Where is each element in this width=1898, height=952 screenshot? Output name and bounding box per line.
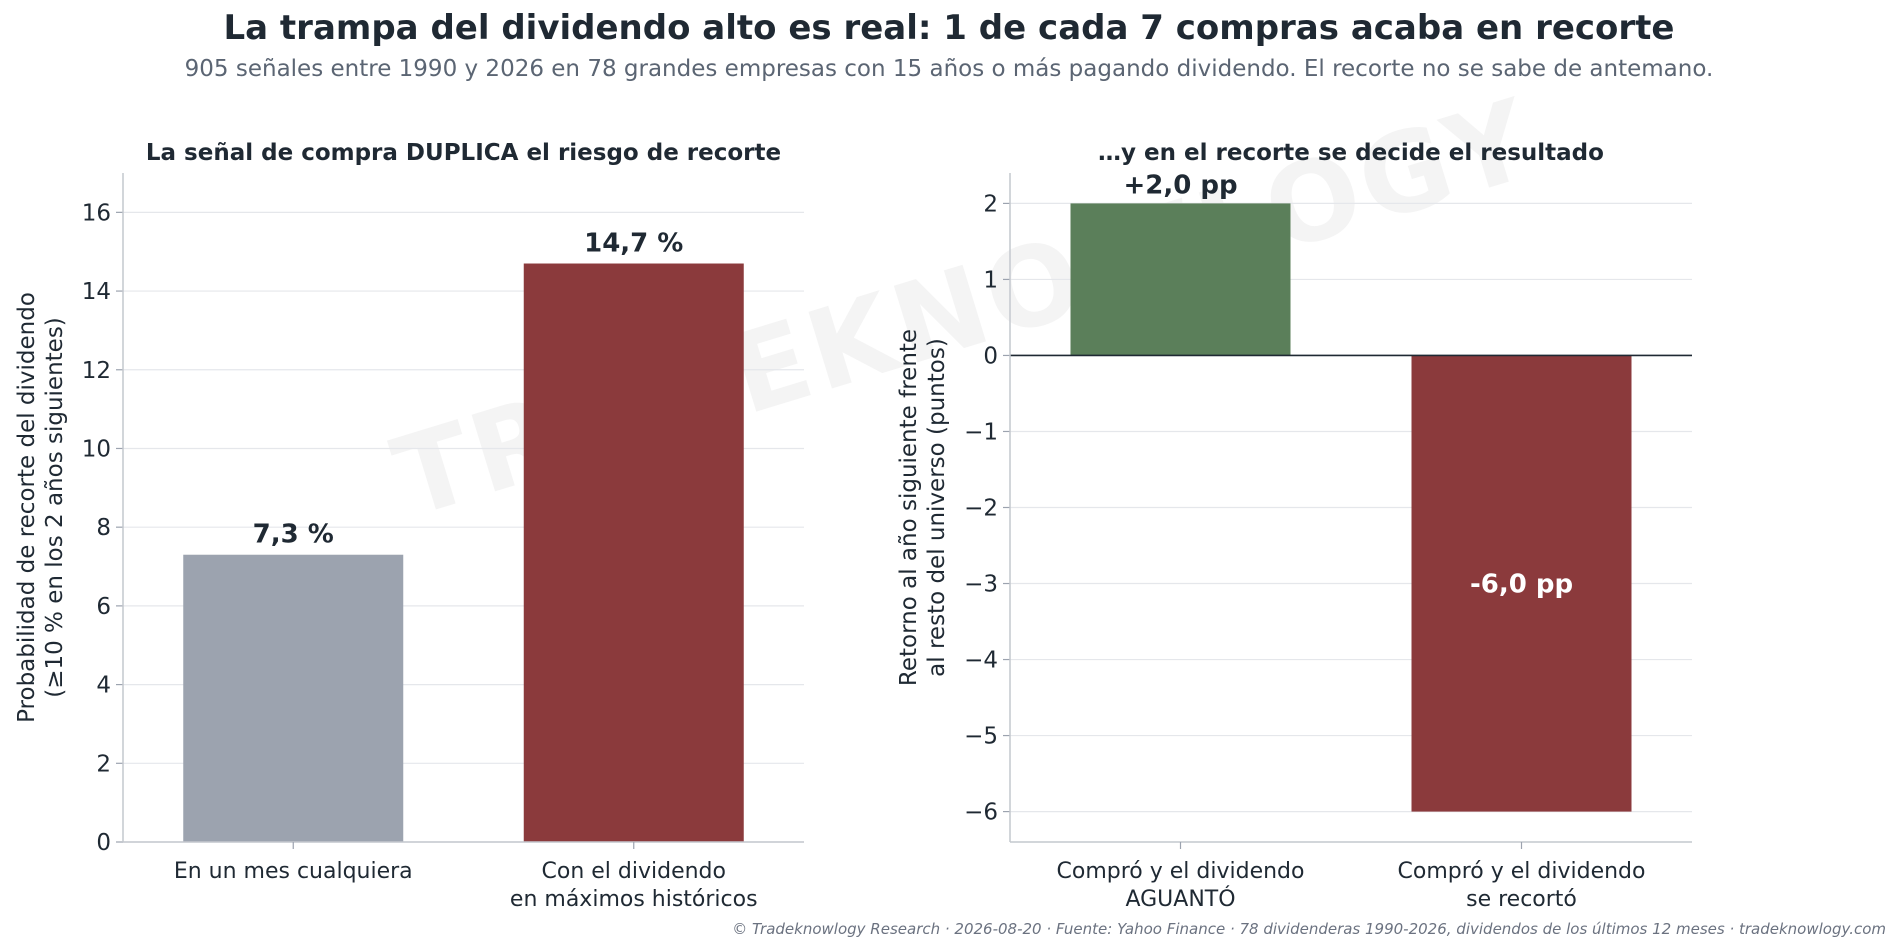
panel2-title: …y en el recorte se decide el resultado: [1098, 140, 1604, 166]
panel2-value-label-1: +2,0 pp: [1123, 170, 1237, 200]
panel1-y-tick-label: 0: [96, 830, 111, 856]
panel2-y-tick-label: −5: [964, 724, 998, 750]
panel2-bar-1: [1070, 203, 1291, 356]
page-subtitle: 905 señales entre 1990 y 2026 en 78 gran…: [184, 56, 1714, 82]
panel2-y-axis-label: al resto del universo (puntos): [924, 338, 950, 677]
panel1-y-tick-label: 10: [82, 436, 111, 462]
page-title: La trampa del dividendo alto es real: 1 …: [223, 8, 1675, 48]
panel2-y-axis-label: Retorno al año siguiente frente: [896, 329, 922, 686]
panel2-y-tick-label: −2: [964, 496, 998, 522]
panel1-x-tick-label: En un mes cualquiera: [174, 859, 413, 884]
panel1-y-tick-label: 8: [96, 515, 111, 541]
panel2-y-tick-label: −1: [964, 419, 998, 445]
panel1-y-tick-label: 2: [96, 751, 111, 777]
panel2-value-label-2: -6,0 pp: [1470, 570, 1573, 600]
panel1-y-axis-label: Probabilidad de recorte del dividendo: [14, 292, 40, 723]
panel2-y-tick-label: −3: [964, 572, 998, 598]
panel1-bar-2: [523, 263, 744, 842]
panel1-value-label-2: 14,7 %: [584, 229, 683, 259]
panel2-y-tick-label: −6: [964, 800, 998, 826]
panel2-x-tick-label: se recortó: [1466, 887, 1577, 912]
panel1-y-tick-label: 6: [96, 594, 111, 620]
panel1-x-tick-label: Con el dividendo: [542, 859, 726, 884]
panel2-y-tick-label: 2: [983, 191, 998, 217]
panel1-y-tick-label: 4: [96, 673, 111, 699]
panel1-y-axis-label: (≥10 % en los 2 años siguientes): [42, 317, 68, 698]
panel1-title: La señal de compra DUPLICA el riesgo de …: [146, 140, 781, 166]
panel2-y-tick-label: 0: [983, 343, 998, 369]
panel2-y-tick-label: 1: [983, 267, 998, 293]
panel1-bar-1: [183, 554, 404, 842]
footer-credits: © Tradeknowlogy Research · 2026-08-20 · …: [732, 920, 1886, 938]
panel1-value-label-1: 7,3 %: [253, 520, 334, 550]
panel2-x-tick-label: AGUANTÓ: [1125, 886, 1235, 912]
panel2-bar-2: [1411, 355, 1632, 812]
panel2-x-tick-label: Compró y el dividendo: [1398, 859, 1646, 884]
panel2-x-tick-label: Compró y el dividendo: [1057, 859, 1305, 884]
panel1-y-tick-label: 12: [82, 358, 111, 384]
panel1-y-tick-label: 16: [82, 200, 111, 226]
panel1-y-tick-label: 14: [82, 279, 111, 305]
panel1-x-tick-label: en máximos históricos: [510, 887, 758, 912]
panel2-y-tick-label: −4: [964, 648, 998, 674]
